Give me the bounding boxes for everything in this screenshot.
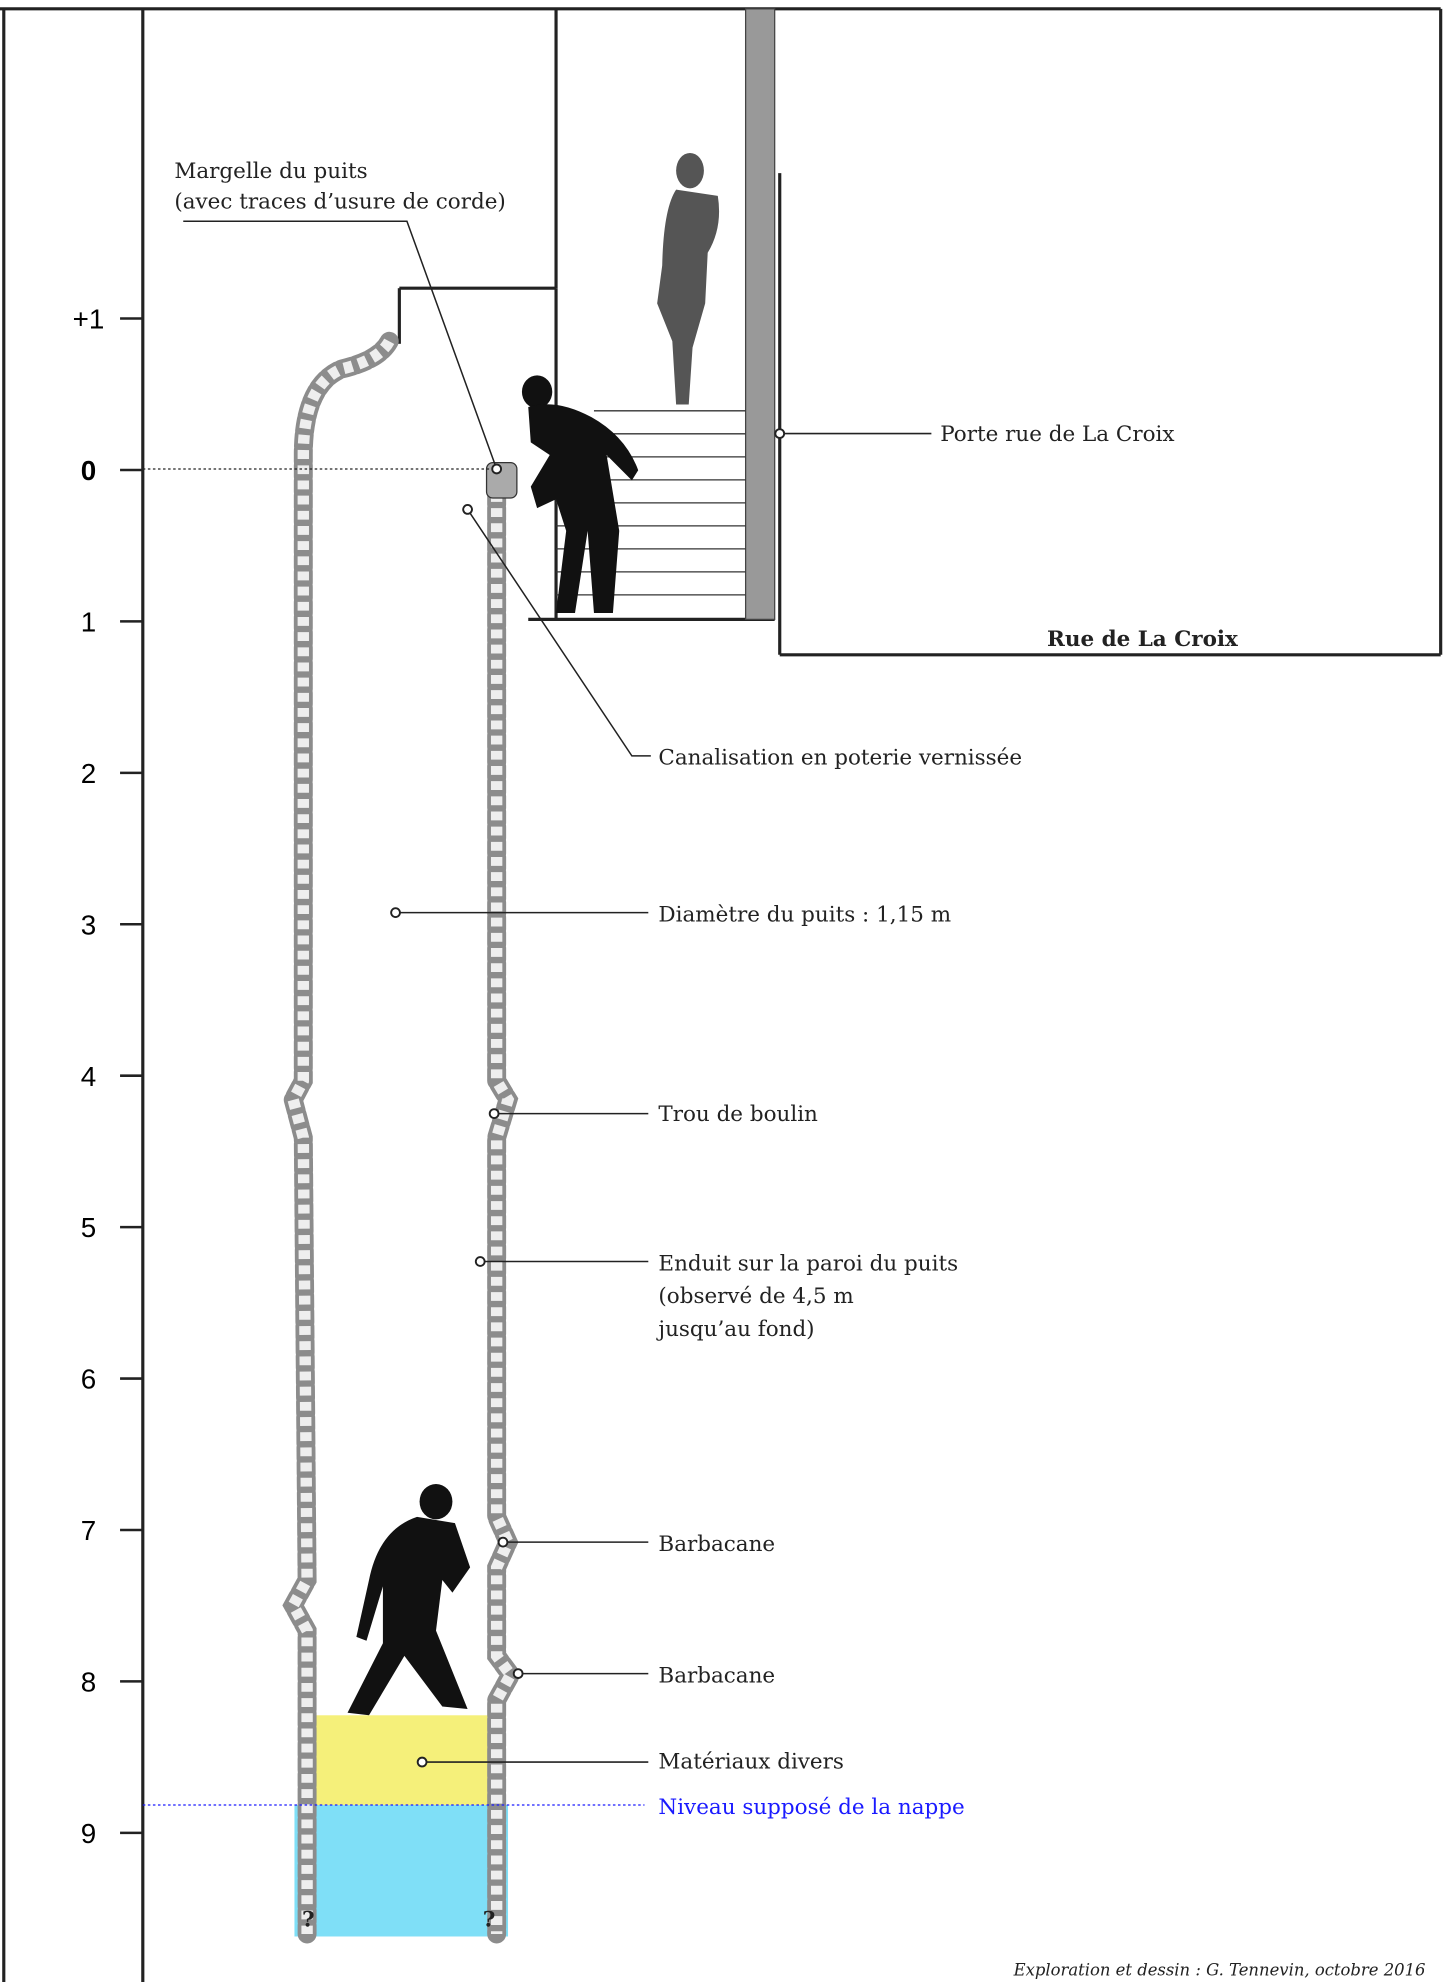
fill-material <box>313 1715 492 1805</box>
scale-label: 0 <box>81 455 96 486</box>
annotation: Enduit sur la paroi du puits <box>658 1251 958 1276</box>
woman-silhouette <box>657 153 719 405</box>
scale-label: +1 <box>73 304 105 335</box>
street-label: Rue de La Croix <box>1047 627 1238 652</box>
annotation: Matériaux divers <box>658 1749 844 1774</box>
scale-label: 8 <box>81 1667 96 1698</box>
annotation: Diamètre du puits : 1,15 m <box>658 902 951 927</box>
annotation: Trou de boulin <box>658 1102 818 1127</box>
water <box>294 1805 508 1936</box>
credit: Exploration et dessin : G. Tennevin, oct… <box>1013 1961 1426 1980</box>
scale-label: 9 <box>81 1818 96 1849</box>
depth-scale: +1 0 1 2 3 4 5 6 7 8 9 <box>73 304 143 1849</box>
well-walls <box>293 341 517 1934</box>
annotation: Niveau supposé de la nappe <box>658 1795 964 1820</box>
explorer-silhouette <box>348 1484 471 1715</box>
annotation: (avec traces d’usure de corde) <box>174 190 505 215</box>
annotation: Barbacane <box>658 1532 775 1557</box>
scale-label: 2 <box>81 758 96 789</box>
annotation: jusqu’au fond) <box>655 1317 814 1342</box>
annotation: Porte rue de La Croix <box>940 422 1174 447</box>
annotation: Margelle du puits <box>174 159 367 184</box>
scale-label: 1 <box>81 607 96 638</box>
scale-label: 3 <box>81 909 96 940</box>
scale-label: 5 <box>81 1212 96 1243</box>
scale-label: 4 <box>81 1061 96 1092</box>
scale-label: 7 <box>81 1515 96 1546</box>
scale-label: 6 <box>81 1364 96 1395</box>
annotation: Canalisation en poterie vernissée <box>658 746 1022 771</box>
door-wall <box>746 9 775 620</box>
annotation: (observé de 4,5 m <box>658 1284 853 1309</box>
well-diagram: +1 0 1 2 3 4 5 6 7 8 9 Margelle du puits (avec tra… <box>0 0 1447 1982</box>
unknown-mark: ? <box>483 1907 496 1932</box>
building <box>399 9 1440 655</box>
annotation: Barbacane <box>658 1663 775 1688</box>
unknown-mark: ? <box>302 1907 315 1932</box>
